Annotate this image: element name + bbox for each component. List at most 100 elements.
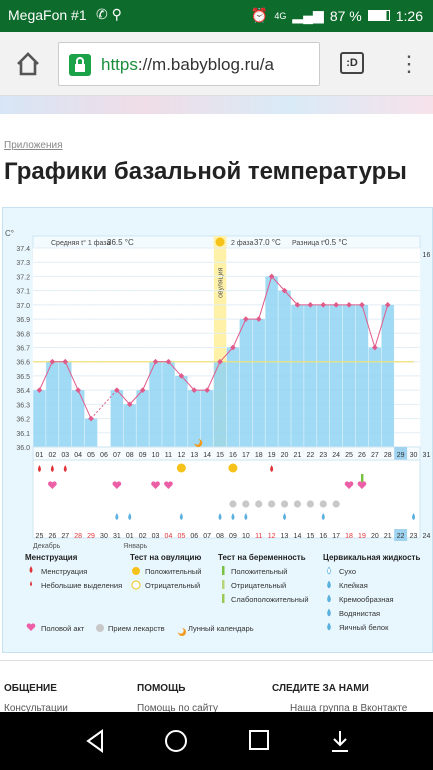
date-label: 06	[190, 533, 198, 540]
battery-icon	[367, 10, 390, 21]
footer-link-consult[interactable]: Консультации	[4, 703, 68, 714]
medication-icon	[242, 500, 250, 508]
temp-area-bar	[58, 361, 72, 447]
legend-spotting-icon	[30, 581, 32, 586]
bbt-chart: C° Средняя t° 1 фаза 36.5 °C 2 фаза 37.0 °C Р…	[2, 207, 433, 653]
temp-point	[372, 344, 378, 351]
home-nav-icon[interactable]	[164, 729, 188, 753]
date-label: 09	[229, 533, 237, 540]
legend-negative-icon	[131, 580, 141, 590]
temp-point	[49, 358, 56, 365]
download-icon[interactable]	[330, 729, 350, 753]
date-label: 23	[410, 533, 418, 540]
legend-dry-icon	[327, 566, 331, 575]
day-label: 22	[306, 452, 314, 459]
medication-icon	[306, 500, 314, 508]
temp-point	[255, 316, 262, 322]
medication-icon	[268, 500, 276, 508]
legend-cervical-title: Цервикальная жидкость	[323, 553, 420, 562]
day-label: 03	[61, 452, 69, 459]
date-label: 24	[423, 533, 431, 540]
medication-icon	[293, 500, 302, 508]
intercourse-heart-icon	[344, 481, 354, 489]
date-label: 03	[152, 533, 160, 540]
intercourse-heart-icon	[47, 481, 57, 489]
cervical-fluid-icon	[321, 513, 325, 520]
temp-area-bar	[84, 418, 98, 447]
temp-area-bar	[329, 304, 343, 447]
intercourse-heart-icon	[164, 481, 173, 489]
date-label: 17	[332, 533, 340, 540]
month-label-jan: Январь	[123, 543, 147, 550]
legend-preg-weak-icon	[222, 594, 225, 603]
y-tick-label: 37.2	[16, 274, 30, 281]
alarm-icon: ⏰	[250, 7, 269, 23]
ovulation-label: овуляция	[218, 267, 225, 298]
legend-preg-negative-icon	[222, 580, 225, 589]
date-label: 21	[384, 533, 392, 540]
lock-icon	[69, 54, 91, 76]
date-label: 01	[126, 533, 134, 540]
y-tick-label: 36.3	[16, 402, 30, 409]
highlight-date-box	[394, 529, 408, 541]
lunar-icon	[194, 439, 203, 447]
diff-label: Разница t°	[292, 239, 326, 247]
date-label: 07	[203, 533, 211, 540]
legend-positive: Положительный	[145, 567, 201, 576]
date-label: 16	[319, 533, 327, 540]
date-label: 12	[268, 533, 276, 540]
legend-sticky-icon	[327, 580, 331, 589]
menstruation-drop-icon	[50, 465, 54, 472]
day-label: 11	[165, 452, 172, 459]
day-label: 24	[332, 452, 340, 459]
footer-link-help[interactable]: Помощь по сайту	[137, 703, 218, 714]
menstruation-drop-icon	[270, 465, 274, 472]
temp-line-segment	[258, 276, 273, 320]
date-label: 28	[74, 533, 82, 540]
y-tick-label: 37.4	[16, 246, 30, 253]
day-label: 06	[100, 452, 108, 459]
day-label: 08	[126, 452, 134, 459]
home-icon[interactable]	[14, 50, 42, 78]
date-label: 10	[242, 533, 250, 540]
phase1-value: 36.5 °C	[107, 238, 134, 247]
temp-line-segment	[361, 304, 376, 348]
legend-eggwhite-icon	[327, 622, 331, 631]
temp-area-bar	[71, 390, 85, 447]
legend-intercourse-icon	[26, 623, 36, 631]
url-input[interactable]: https://m.babyblog.ru/a	[58, 42, 320, 86]
temp-area-bar	[252, 319, 266, 447]
pregnancy-test-positive-icon	[360, 474, 364, 482]
day-label: 14	[203, 452, 211, 459]
legend-positive-icon	[132, 567, 140, 575]
date-label: 04	[165, 533, 173, 540]
temp-point	[204, 387, 210, 393]
day-label: 26	[358, 452, 366, 459]
status-icons-left: ✆ ⚲	[96, 6, 122, 22]
day-label: 01	[36, 452, 44, 459]
network-label: 4G	[274, 10, 287, 21]
month-label-dec: Декабрь	[33, 542, 61, 550]
overflow-menu-icon[interactable]: ⋮	[398, 51, 420, 76]
intercourse-heart-icon	[357, 481, 367, 489]
intercourse-heart-icon	[151, 481, 160, 489]
y-tick-label: 37.3	[16, 260, 30, 267]
back-icon[interactable]	[84, 729, 106, 753]
ovulation-test-positive-icon	[176, 463, 186, 473]
legend-medication: Прием лекарств	[108, 624, 165, 633]
date-label: 27	[61, 533, 69, 540]
phase2-day-label: 16	[423, 252, 431, 259]
day-label: 29	[397, 452, 405, 459]
tabs-button[interactable]: :D	[340, 52, 364, 74]
date-label: 18	[345, 533, 353, 540]
temp-area-bar	[291, 304, 304, 447]
day-label: 18	[255, 452, 263, 459]
y-tick-label: 36.5	[16, 374, 30, 381]
breadcrumb[interactable]: Приложения	[4, 140, 63, 151]
y-tick-label: 36.4	[16, 388, 30, 395]
day-label: 12	[177, 452, 185, 459]
page-banner	[0, 96, 433, 114]
recents-icon[interactable]	[248, 729, 270, 751]
footer-link-vk[interactable]: Наша группа в Вконтакте	[290, 703, 408, 714]
legend-eggwhite: Яичный белок	[339, 623, 389, 632]
